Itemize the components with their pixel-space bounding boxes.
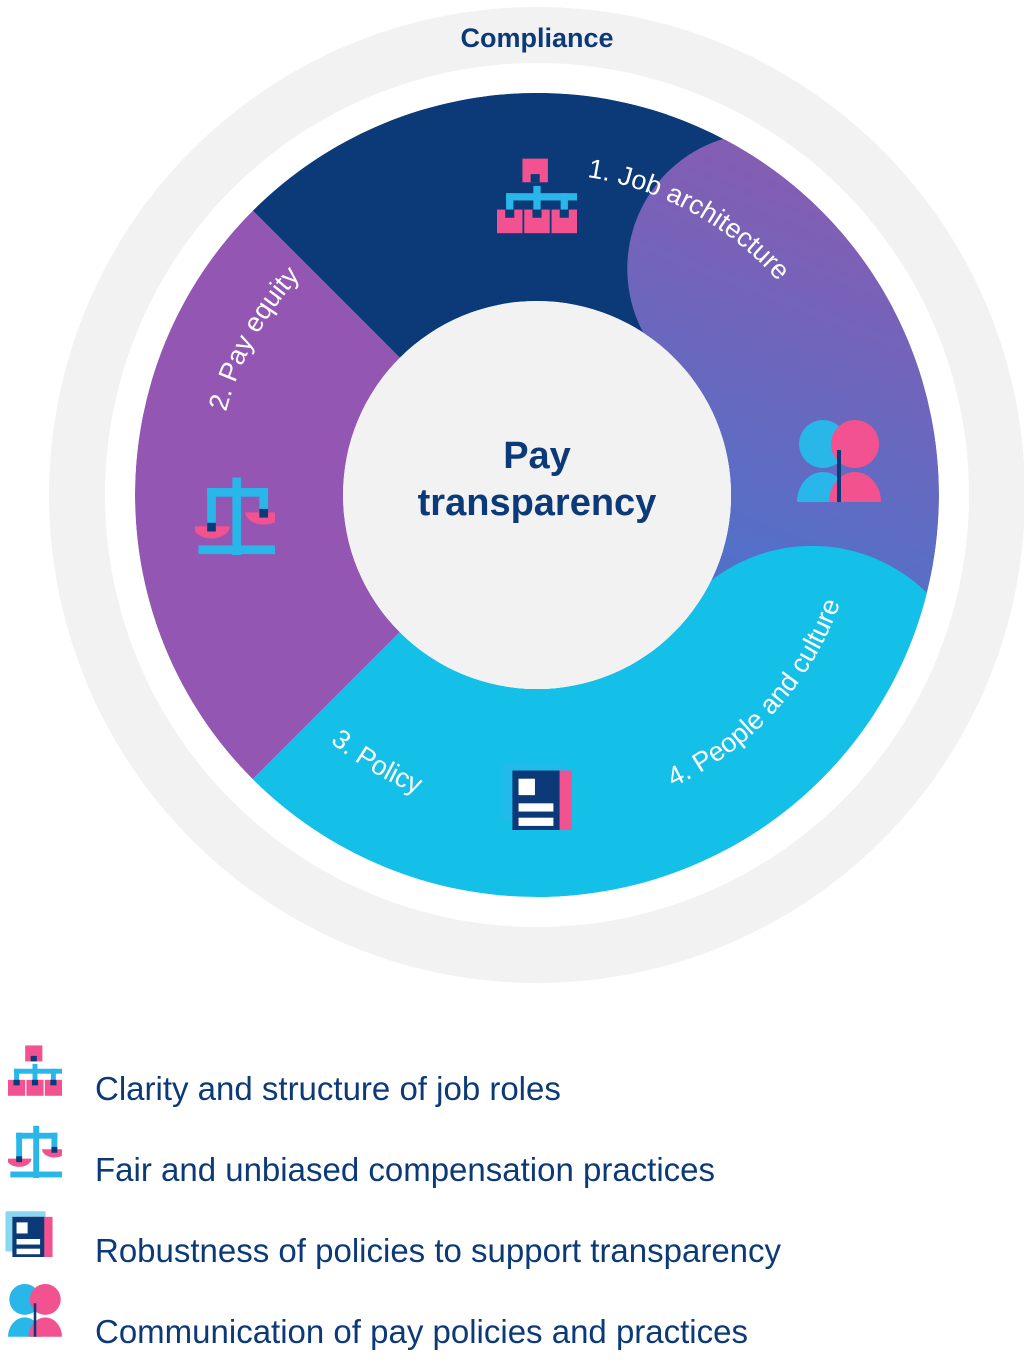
svg-text:Robustness of policies to supp: Robustness of policies to support transp… — [95, 1232, 782, 1269]
svg-text:Compliance: Compliance — [460, 23, 613, 53]
svg-text:Communication of pay policies: Communication of pay policies and practi… — [95, 1313, 748, 1350]
svg-text:Pay: Pay — [503, 435, 571, 477]
svg-text:Clarity and structure of job r: Clarity and structure of job roles — [95, 1070, 561, 1107]
svg-text:transparency: transparency — [418, 482, 657, 524]
svg-text:Fair and unbiased compensation: Fair and unbiased compensation practices — [95, 1151, 715, 1188]
